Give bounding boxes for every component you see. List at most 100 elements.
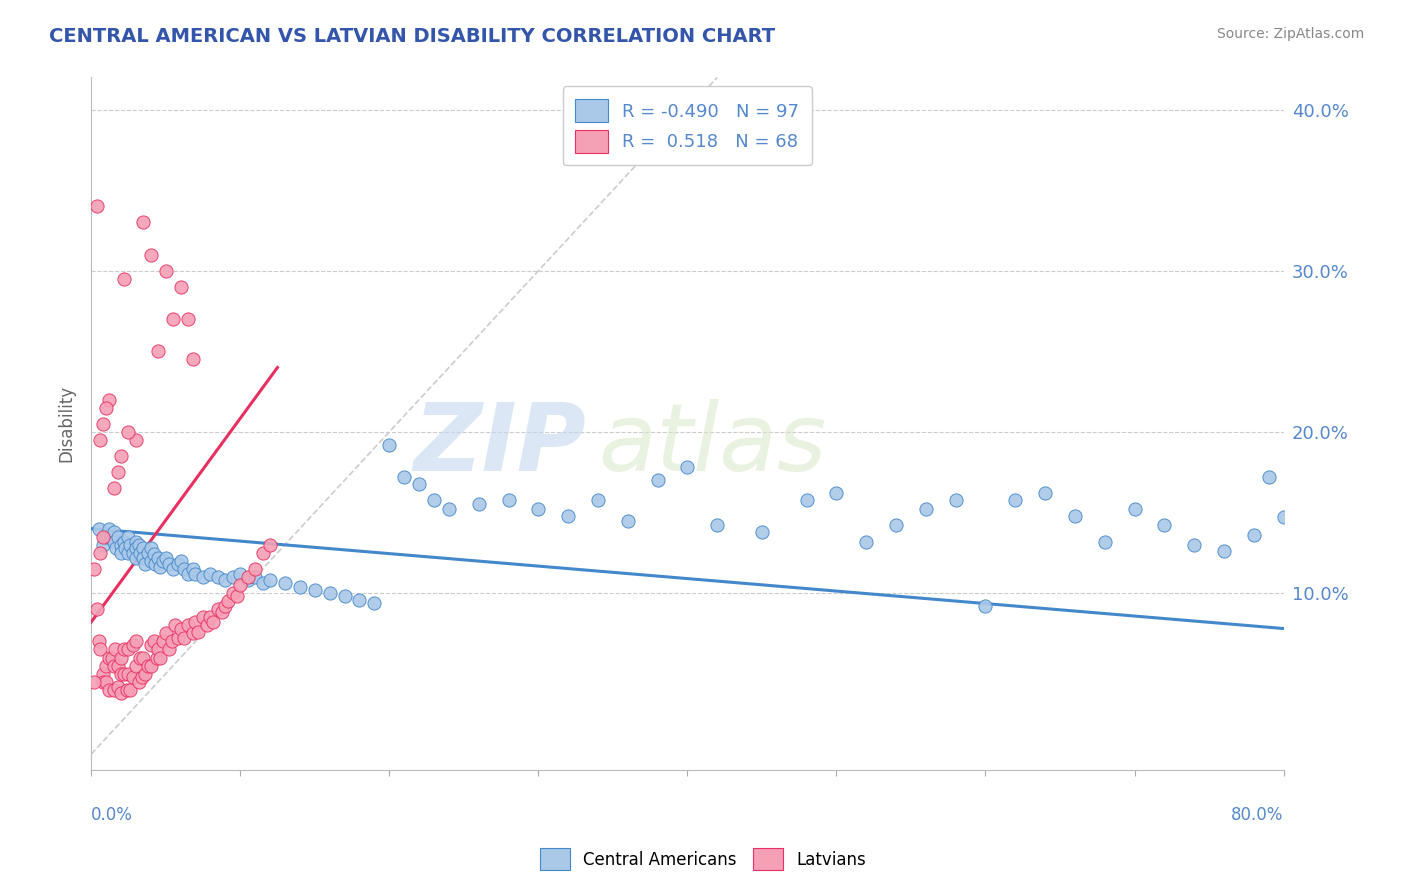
Point [1288,544,1310,558]
Text: atlas: atlas [598,400,827,491]
Point [98,650,121,665]
Point [125,634,148,648]
Point [103,524,125,539]
Point [98,522,121,536]
Point [139,638,162,652]
Point [103,682,125,697]
Point [132,650,155,665]
Point [214,573,236,587]
Point [148,550,170,565]
Point [586,492,609,507]
Point [89,433,111,447]
Point [173,562,195,576]
Point [187,624,209,639]
Point [86,602,108,616]
Point [125,433,148,447]
Point [139,248,162,262]
Point [1004,492,1026,507]
Point [157,557,180,571]
Point [128,674,150,689]
Point [118,682,141,697]
Point [139,541,162,555]
Point [152,554,174,568]
Point [122,546,145,560]
Point [107,530,129,544]
Point [1182,538,1205,552]
Point [229,578,252,592]
Text: 80.0%: 80.0% [1232,805,1284,824]
Point [112,534,135,549]
Point [112,666,135,681]
Point [145,650,167,665]
Legend: R = -0.490   N = 97, R =  0.518   N = 68: R = -0.490 N = 97, R = 0.518 N = 68 [562,87,813,165]
Legend: Central Americans, Latvians: Central Americans, Latvians [533,842,873,877]
Point [1362,582,1385,597]
Point [103,534,125,549]
Point [117,546,139,560]
Point [191,610,214,624]
Point [226,590,249,604]
Point [89,642,111,657]
Point [129,546,152,560]
Point [89,546,111,560]
Point [274,576,297,591]
Point [214,599,236,613]
Point [87,522,110,536]
Point [83,562,105,576]
Point [94,658,117,673]
Point [1064,508,1087,523]
Point [132,541,155,555]
Point [676,460,699,475]
Point [117,666,139,681]
Point [1392,618,1406,632]
Point [173,631,195,645]
Point [134,557,156,571]
Y-axis label: Disability: Disability [58,385,75,462]
Point [211,606,233,620]
Point [855,534,877,549]
Point [125,658,148,673]
Point [110,546,132,560]
Point [155,264,177,278]
Point [114,541,136,555]
Point [191,570,214,584]
Point [177,618,200,632]
Point [207,570,229,584]
Point [125,541,148,555]
Point [131,670,153,684]
Point [222,586,245,600]
Text: ZIP: ZIP [413,399,586,491]
Point [1153,518,1175,533]
Point [91,417,114,431]
Point [110,650,132,665]
Point [796,492,818,507]
Point [101,650,124,665]
Point [557,508,579,523]
Point [1094,534,1116,549]
Point [378,438,401,452]
Point [181,352,204,367]
Point [122,638,145,652]
Point [252,576,274,591]
Point [184,566,207,581]
Point [125,534,148,549]
Point [163,618,186,632]
Point [616,514,638,528]
Point [139,554,162,568]
Point [177,566,200,581]
Point [136,658,159,673]
Point [318,586,340,600]
Point [98,682,121,697]
Point [166,631,188,645]
Point [392,470,415,484]
Point [160,634,183,648]
Point [107,465,129,479]
Point [243,562,266,576]
Point [110,666,132,681]
Point [945,492,967,507]
Point [1243,528,1265,542]
Point [884,518,907,533]
Point [118,538,141,552]
Point [1033,486,1056,500]
Point [94,401,117,415]
